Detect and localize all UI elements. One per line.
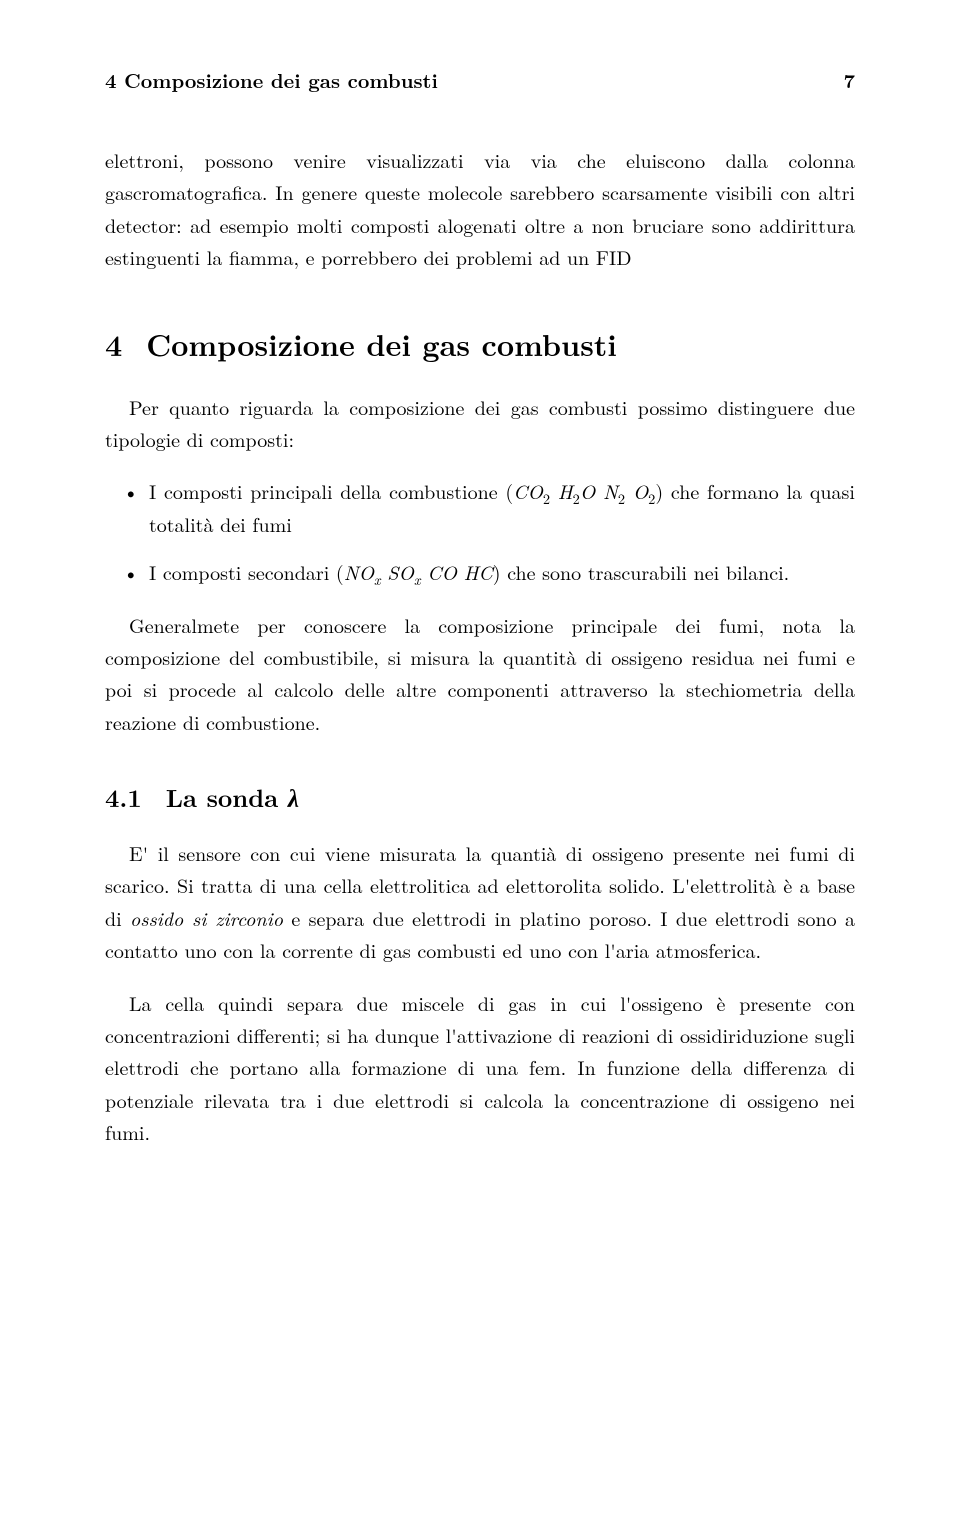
section-4-number: 4 bbox=[105, 322, 122, 365]
page: 4 Composizione dei gas combusti 7 elettr… bbox=[0, 0, 960, 1532]
formula-o2-base: O bbox=[633, 476, 648, 505]
formula-sox-sub: x bbox=[414, 570, 421, 590]
formula-co: CO bbox=[427, 557, 457, 586]
list-item: I composti secondari (NOx SOx CO HC) che… bbox=[105, 556, 855, 588]
page-number: 7 bbox=[844, 65, 856, 94]
section-4-heading: 4 Composizione dei gas combusti bbox=[105, 322, 855, 365]
bullet-1-pre: I composti principali della combustione … bbox=[149, 476, 513, 505]
section-4-1-number: 4.1 bbox=[105, 780, 142, 815]
list-item: I composti principali della combustione … bbox=[105, 475, 855, 540]
bullet-2-pre: I composti secondari ( bbox=[149, 557, 344, 586]
formula-nox-base: NO bbox=[344, 557, 374, 586]
p41-1-em: ossido si zirconio bbox=[130, 903, 283, 932]
formula-hc: HC bbox=[464, 557, 493, 586]
formula-n2-base: N bbox=[603, 476, 618, 505]
formula-h2o-sub: 2 bbox=[573, 489, 580, 509]
section-4-paragraph: Generalmete per conoscere la composizion… bbox=[105, 609, 855, 739]
formula-n2-sub: 2 bbox=[618, 489, 625, 509]
section-4-1-paragraph-1: E' il sensore con cui viene misurata la … bbox=[105, 837, 855, 967]
formula-h2o-o: O bbox=[580, 476, 595, 505]
section-4-title: Composizione dei gas combusti bbox=[146, 322, 617, 365]
formula-nox-sub: x bbox=[374, 570, 381, 590]
bullet-2-post: ) che sono trascurabili nei bilanci. bbox=[493, 557, 789, 586]
header-left: 4 Composizione dei gas combusti bbox=[105, 65, 438, 94]
formula-sox-base: SO bbox=[387, 557, 414, 586]
composti-list: I composti principali della combustione … bbox=[105, 475, 855, 588]
section-4-1-paragraph-2: La cella quindi separa due miscele di ga… bbox=[105, 987, 855, 1149]
formula-co2-base: CO bbox=[513, 476, 543, 505]
lambda-symbol: λ bbox=[288, 778, 299, 815]
paragraph-continuation: elettroni, possono venire visualizzati v… bbox=[105, 144, 855, 274]
formula-h2o-h: H bbox=[558, 476, 573, 505]
section-4-intro: Per quanto riguarda la composizione dei … bbox=[105, 391, 855, 456]
formula-co2-sub: 2 bbox=[543, 489, 550, 509]
running-header: 4 Composizione dei gas combusti 7 bbox=[105, 65, 855, 94]
section-4-1-title-pre: La sonda bbox=[166, 780, 288, 815]
section-4-1-heading: 4.1 La sonda λ bbox=[105, 778, 855, 815]
